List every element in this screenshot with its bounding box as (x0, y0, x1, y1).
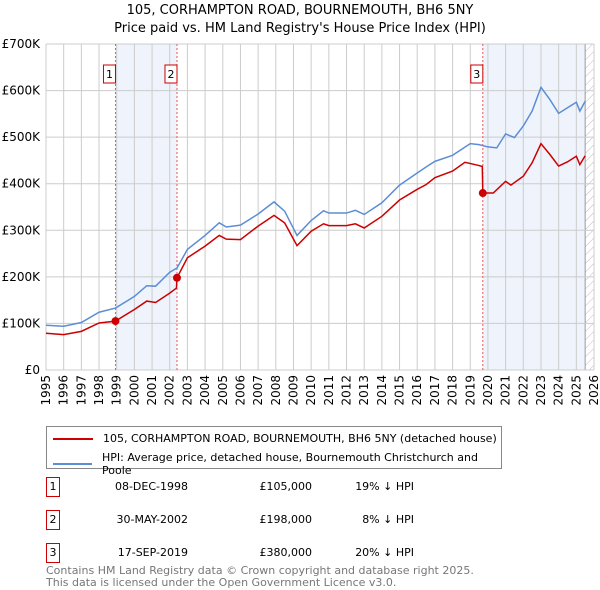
legend-blue-line (53, 463, 93, 465)
x-tick-label: 2002 (163, 375, 177, 406)
x-tick-label: 2007 (251, 375, 265, 406)
x-tick-label: 2017 (428, 375, 442, 406)
x-tick-label: 1995 (39, 375, 53, 406)
sale-price: £105,000 (259, 480, 313, 493)
x-tick-label: 2006 (233, 375, 247, 406)
sale-marker-label: 3 (473, 68, 480, 81)
footer-line-2: This data is licensed under the Open Gov… (46, 576, 397, 589)
y-tick-label: £400K (2, 177, 42, 191)
sale-marker-box (102, 64, 116, 84)
sale-point (478, 189, 487, 198)
sale-marker-box (470, 64, 484, 84)
x-tick-label: 1996 (57, 375, 71, 406)
sale-marker-label: 2 (167, 68, 174, 81)
x-tick-label: 2012 (340, 375, 354, 406)
x-tick-label: 2026 (587, 375, 600, 406)
x-tick-label: 2024 (552, 375, 566, 406)
legend-red-line (53, 437, 93, 440)
x-tick-label: 2008 (269, 375, 283, 406)
x-tick-label: 1998 (92, 375, 106, 406)
shaded-period (482, 44, 586, 370)
y-tick-label: £300K (2, 223, 42, 237)
sale-number: 1 (46, 477, 60, 497)
chart-title: 105, CORHAMPTON ROAD, BOURNEMOUTH, BH6 5… (126, 3, 474, 18)
x-tick-label: 2004 (198, 375, 212, 406)
x-tick-label: 2011 (322, 375, 336, 406)
forecast-hatch (585, 44, 594, 370)
sale-marker-box (164, 64, 178, 84)
x-tick-label: 2016 (410, 375, 424, 406)
sale-number: 2 (46, 510, 60, 530)
sale-date: 08-DEC-1998 (114, 480, 188, 493)
series-line (45, 142, 586, 336)
x-tick-label: 2023 (534, 375, 548, 406)
x-tick-label: 2015 (393, 375, 407, 406)
sale-date: 17-SEP-2019 (117, 546, 188, 559)
sale-price: £198,000 (259, 513, 313, 526)
sale-number: 3 (46, 543, 60, 563)
x-tick-label: 2000 (127, 375, 141, 406)
x-tick-label: 2003 (180, 375, 194, 406)
sale-point (111, 317, 120, 326)
footer-line-1: Contains HM Land Registry data © Crown c… (46, 564, 474, 577)
x-tick-label: 1999 (110, 375, 124, 406)
shaded-period (115, 44, 177, 370)
line-chart: 1995 1996 1997 1998 1999 2000 2001 2002 2003 2004… (2, 37, 600, 406)
x-tick-label: 2014 (375, 375, 389, 406)
y-tick-label: £0 (25, 363, 40, 377)
y-tick-label: £100K (2, 316, 42, 330)
x-tick-label: 2005 (216, 375, 230, 406)
legend-property: 105, CORHAMPTON ROAD, BOURNEMOUTH, BH6 5… (103, 432, 497, 445)
sale-hpi-diff: 20% ↓ HPI (355, 546, 414, 559)
x-tick-label: 1997 (74, 375, 88, 406)
x-tick-label: 2009 (286, 375, 300, 406)
footer: Contains HM Land Registry data © Crown c… (46, 565, 474, 589)
y-tick-label: £600K (2, 84, 42, 98)
y-tick-label: £500K (2, 130, 42, 144)
sale-hpi-diff: 8% ↓ HPI (362, 513, 414, 526)
sale-price: £380,000 (259, 546, 313, 559)
x-tick-label: 2018 (446, 375, 460, 406)
y-tick-label: £200K (2, 270, 42, 284)
series-line (45, 85, 586, 327)
x-tick-label: 2001 (145, 375, 159, 406)
x-tick-label: 2020 (481, 375, 495, 406)
y-tick-label: £700K (2, 37, 42, 51)
sale-marker-label: 1 (106, 68, 113, 81)
sale-date: 30-MAY-2002 (116, 513, 188, 526)
x-tick-label: 2025 (569, 375, 583, 406)
x-tick-label: 2013 (357, 375, 371, 406)
sale-point (172, 273, 181, 282)
x-tick-label: 2021 (499, 375, 513, 406)
sale-hpi-diff: 19% ↓ HPI (355, 480, 414, 493)
chart-subtitle: Price paid vs. HM Land Registry's House … (114, 21, 486, 36)
legend: 105, CORHAMPTON ROAD, BOURNEMOUTH, BH6 5… (46, 426, 502, 477)
legend-hpi: HPI: Average price, detached house, Bour… (102, 451, 478, 477)
x-tick-label: 2019 (463, 375, 477, 406)
x-tick-label: 2010 (304, 375, 318, 406)
x-tick-label: 2022 (516, 375, 530, 406)
